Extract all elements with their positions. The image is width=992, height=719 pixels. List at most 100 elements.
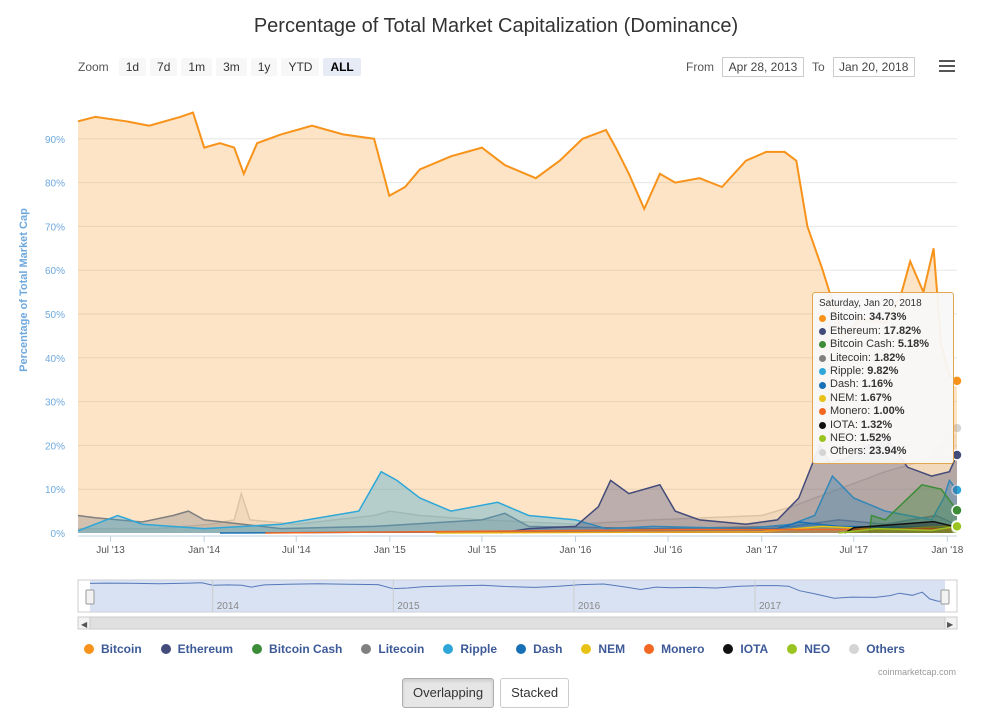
legend-dot-icon xyxy=(723,644,734,654)
x-tick-label: Jul '13 xyxy=(96,545,125,556)
legend-item-litecoin[interactable]: Litecoin xyxy=(361,642,424,656)
tooltip-series-name: NEO: xyxy=(830,432,857,445)
y-tick-label: 60% xyxy=(45,266,65,277)
tooltip-series-name: Litecoin: xyxy=(830,351,871,364)
scroll-right-icon[interactable]: ▶ xyxy=(947,620,954,629)
legend-label: NEM xyxy=(598,642,626,656)
tooltip-row: Others: 23.94% xyxy=(819,445,947,458)
y-tick-label: 40% xyxy=(45,354,65,365)
tooltip-series-name: Others: xyxy=(830,445,867,458)
stacked-button[interactable]: Stacked xyxy=(500,678,570,708)
tooltip-series-name: Ripple: xyxy=(830,365,865,378)
legend-item-monero[interactable]: Monero xyxy=(644,642,704,656)
legend-label: IOTA xyxy=(740,642,769,656)
zoom-button-all[interactable]: ALL xyxy=(323,58,361,76)
x-tick-label: Jul '14 xyxy=(282,545,311,556)
scroll-left-icon[interactable]: ◀ xyxy=(81,620,88,629)
y-axis-ticks: 0% 10% 20% 30% 40% 50% 60% 70% 80% 90% xyxy=(45,135,65,540)
x-tick-label: Jan '17 xyxy=(746,545,778,556)
zoom-label: Zoom xyxy=(78,60,109,74)
zoom-button-ytd[interactable]: YTD xyxy=(281,58,320,76)
legend-dot-icon xyxy=(787,644,798,654)
tooltip-series-value: 1.67% xyxy=(860,391,892,404)
legend-item-others[interactable]: Others xyxy=(849,642,905,656)
legend-label: Dash xyxy=(533,642,563,656)
line-bitcoin-cash xyxy=(868,483,958,534)
zoom-button-7d[interactable]: 7d xyxy=(150,58,178,76)
navigator: 2014 2015 2016 2017 ◀ ▶ xyxy=(77,579,958,630)
line-litecoin xyxy=(77,510,958,530)
legend-item-dash[interactable]: Dash xyxy=(516,642,562,656)
tooltip-date: Saturday, Jan 20, 2018 xyxy=(819,298,922,309)
line-iota xyxy=(844,520,958,534)
navigator-handle[interactable] xyxy=(85,589,95,605)
tooltip-series-name: Bitcoin Cash: xyxy=(830,338,895,351)
legend-item-bitcoin-cash[interactable]: Bitcoin Cash xyxy=(252,642,342,656)
x-axis-ticks: Jul '13 Jan '14 Jul '14 Jan '15 Jul '15 Jan '… xyxy=(78,535,964,556)
legend-item-iota[interactable]: IOTA xyxy=(723,642,768,656)
legend-item-nem[interactable]: NEM xyxy=(581,642,625,656)
legend-item-bitcoin[interactable]: Bitcoin xyxy=(84,642,142,656)
navigator-year-label: 2017 xyxy=(759,601,782,612)
hamburger-menu-icon[interactable] xyxy=(939,60,955,74)
y-tick-label: 90% xyxy=(45,135,65,146)
zoom-button-1y[interactable]: 1y xyxy=(250,58,278,76)
end-marker-ripple xyxy=(951,484,963,496)
legend-label: Others xyxy=(866,642,905,656)
x-tick-label: Jan '18 xyxy=(931,545,963,556)
legend-item-neo[interactable]: NEO xyxy=(787,642,830,656)
zoom-button-3m[interactable]: 3m xyxy=(216,58,247,76)
series-areas xyxy=(77,111,963,535)
legend-dot-icon xyxy=(84,644,94,654)
legend-dot-icon xyxy=(516,644,527,654)
tooltip-row: Ethereum: 17.82% xyxy=(819,325,947,338)
tooltip: Saturday, Jan 20, 2018 Bitcoin: 34.73% Eth… xyxy=(812,292,954,464)
zoom-button-1d[interactable]: 1d xyxy=(118,58,147,76)
tooltip-series-value: 5.18% xyxy=(897,338,930,351)
tooltip-series-name: NEM: xyxy=(830,391,858,404)
tooltip-row: Litecoin: 1.82% xyxy=(819,352,947,365)
overlapping-button[interactable]: Overlapping xyxy=(402,678,495,708)
navigator-series xyxy=(89,582,946,602)
tooltip-row: IOTA: 1.32% xyxy=(819,419,947,432)
legend-dot-icon xyxy=(160,644,171,654)
credit-text[interactable]: coinmarketcap.com xyxy=(877,667,956,677)
area-bitcoin xyxy=(78,112,957,533)
grid-lines xyxy=(78,95,957,533)
tooltip-series-value: 1.82% xyxy=(873,351,906,364)
legend-dot-icon xyxy=(644,644,655,654)
tooltip-series-name: IOTA: xyxy=(830,418,858,431)
legend-label: Bitcoin Cash xyxy=(269,642,343,656)
tooltip-dot-icon xyxy=(819,341,826,349)
to-date-input[interactable]: Jan 20, 2018 xyxy=(832,57,915,77)
zoom-button-1m[interactable]: 1m xyxy=(181,58,213,76)
area-bitcoin-cash xyxy=(869,484,957,533)
y-tick-label: 10% xyxy=(45,485,65,496)
line-ripple xyxy=(77,470,958,532)
dominance-chart: 0% 10% 20% 30% 40% 50% 60% 70% 80% 90% Jul '13 Jan… xyxy=(44,95,964,630)
tooltip-row: Monero: 1.00% xyxy=(819,405,947,418)
navigator-handle[interactable] xyxy=(940,589,950,605)
tooltip-series-name: Monero: xyxy=(830,405,871,418)
legend-item-ripple[interactable]: Ripple xyxy=(443,642,497,656)
area-nem xyxy=(435,525,958,533)
from-label: From xyxy=(686,60,714,74)
tooltip-row: Dash: 1.16% xyxy=(819,378,947,391)
legend-label: Ripple xyxy=(460,642,498,656)
tooltip-series-value: 1.16% xyxy=(861,378,893,391)
x-tick-label: Jul '17 xyxy=(839,545,868,556)
legend-dot-icon xyxy=(443,644,454,654)
scrollbar-thumb[interactable] xyxy=(89,616,946,630)
chart-title: Percentage of Total Market Capitalizatio… xyxy=(253,15,739,37)
y-tick-label: 0% xyxy=(51,529,66,540)
tooltip-row: Bitcoin: 34.73% xyxy=(819,311,947,324)
tooltip-row: Bitcoin Cash: 5.18% xyxy=(819,338,947,351)
legend-dot-icon xyxy=(252,644,263,654)
tooltip-series-value: 1.52% xyxy=(859,432,892,445)
line-neo xyxy=(838,525,958,534)
legend-label: Monero xyxy=(661,642,705,656)
from-date-input[interactable]: Apr 28, 2013 xyxy=(722,57,804,77)
tooltip-row: NEM: 1.67% xyxy=(819,392,947,405)
legend-item-ethereum[interactable]: Ethereum xyxy=(160,642,233,656)
x-tick-label: Jan '14 xyxy=(188,545,220,556)
